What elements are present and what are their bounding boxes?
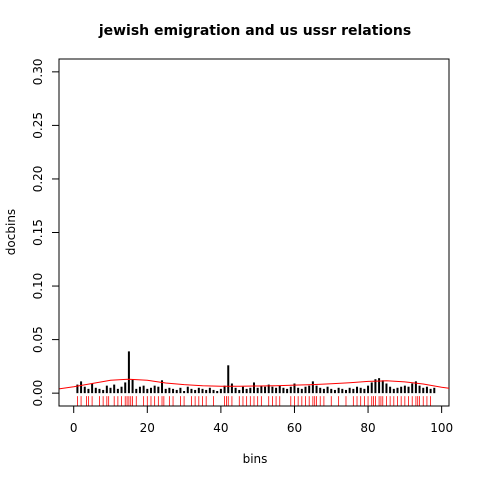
y-tick-label: 0.10: [31, 273, 45, 300]
x-axis-label: bins: [243, 452, 268, 466]
x-tick-label: 0: [70, 421, 78, 435]
plot-frame: [58, 58, 450, 407]
x-tick-label: 20: [140, 421, 155, 435]
y-tick-label: 0.05: [31, 326, 45, 353]
y-tick-label: 0.15: [31, 219, 45, 246]
x-tick-label: 80: [360, 421, 375, 435]
y-tick-label: 0.00: [31, 380, 45, 407]
density-curve: [58, 378, 450, 390]
y-tick-label: 0.25: [31, 112, 45, 139]
y-axis-label: docbins: [4, 209, 18, 255]
chart-title: jewish emigration and us ussr relations: [98, 23, 411, 39]
x-tick-label: 40: [213, 421, 228, 435]
x-tick-label: 100: [430, 421, 453, 435]
y-tick-label: 0.20: [31, 166, 45, 193]
y-tick-label: 0.30: [31, 58, 45, 85]
x-tick-label: 60: [287, 421, 302, 435]
